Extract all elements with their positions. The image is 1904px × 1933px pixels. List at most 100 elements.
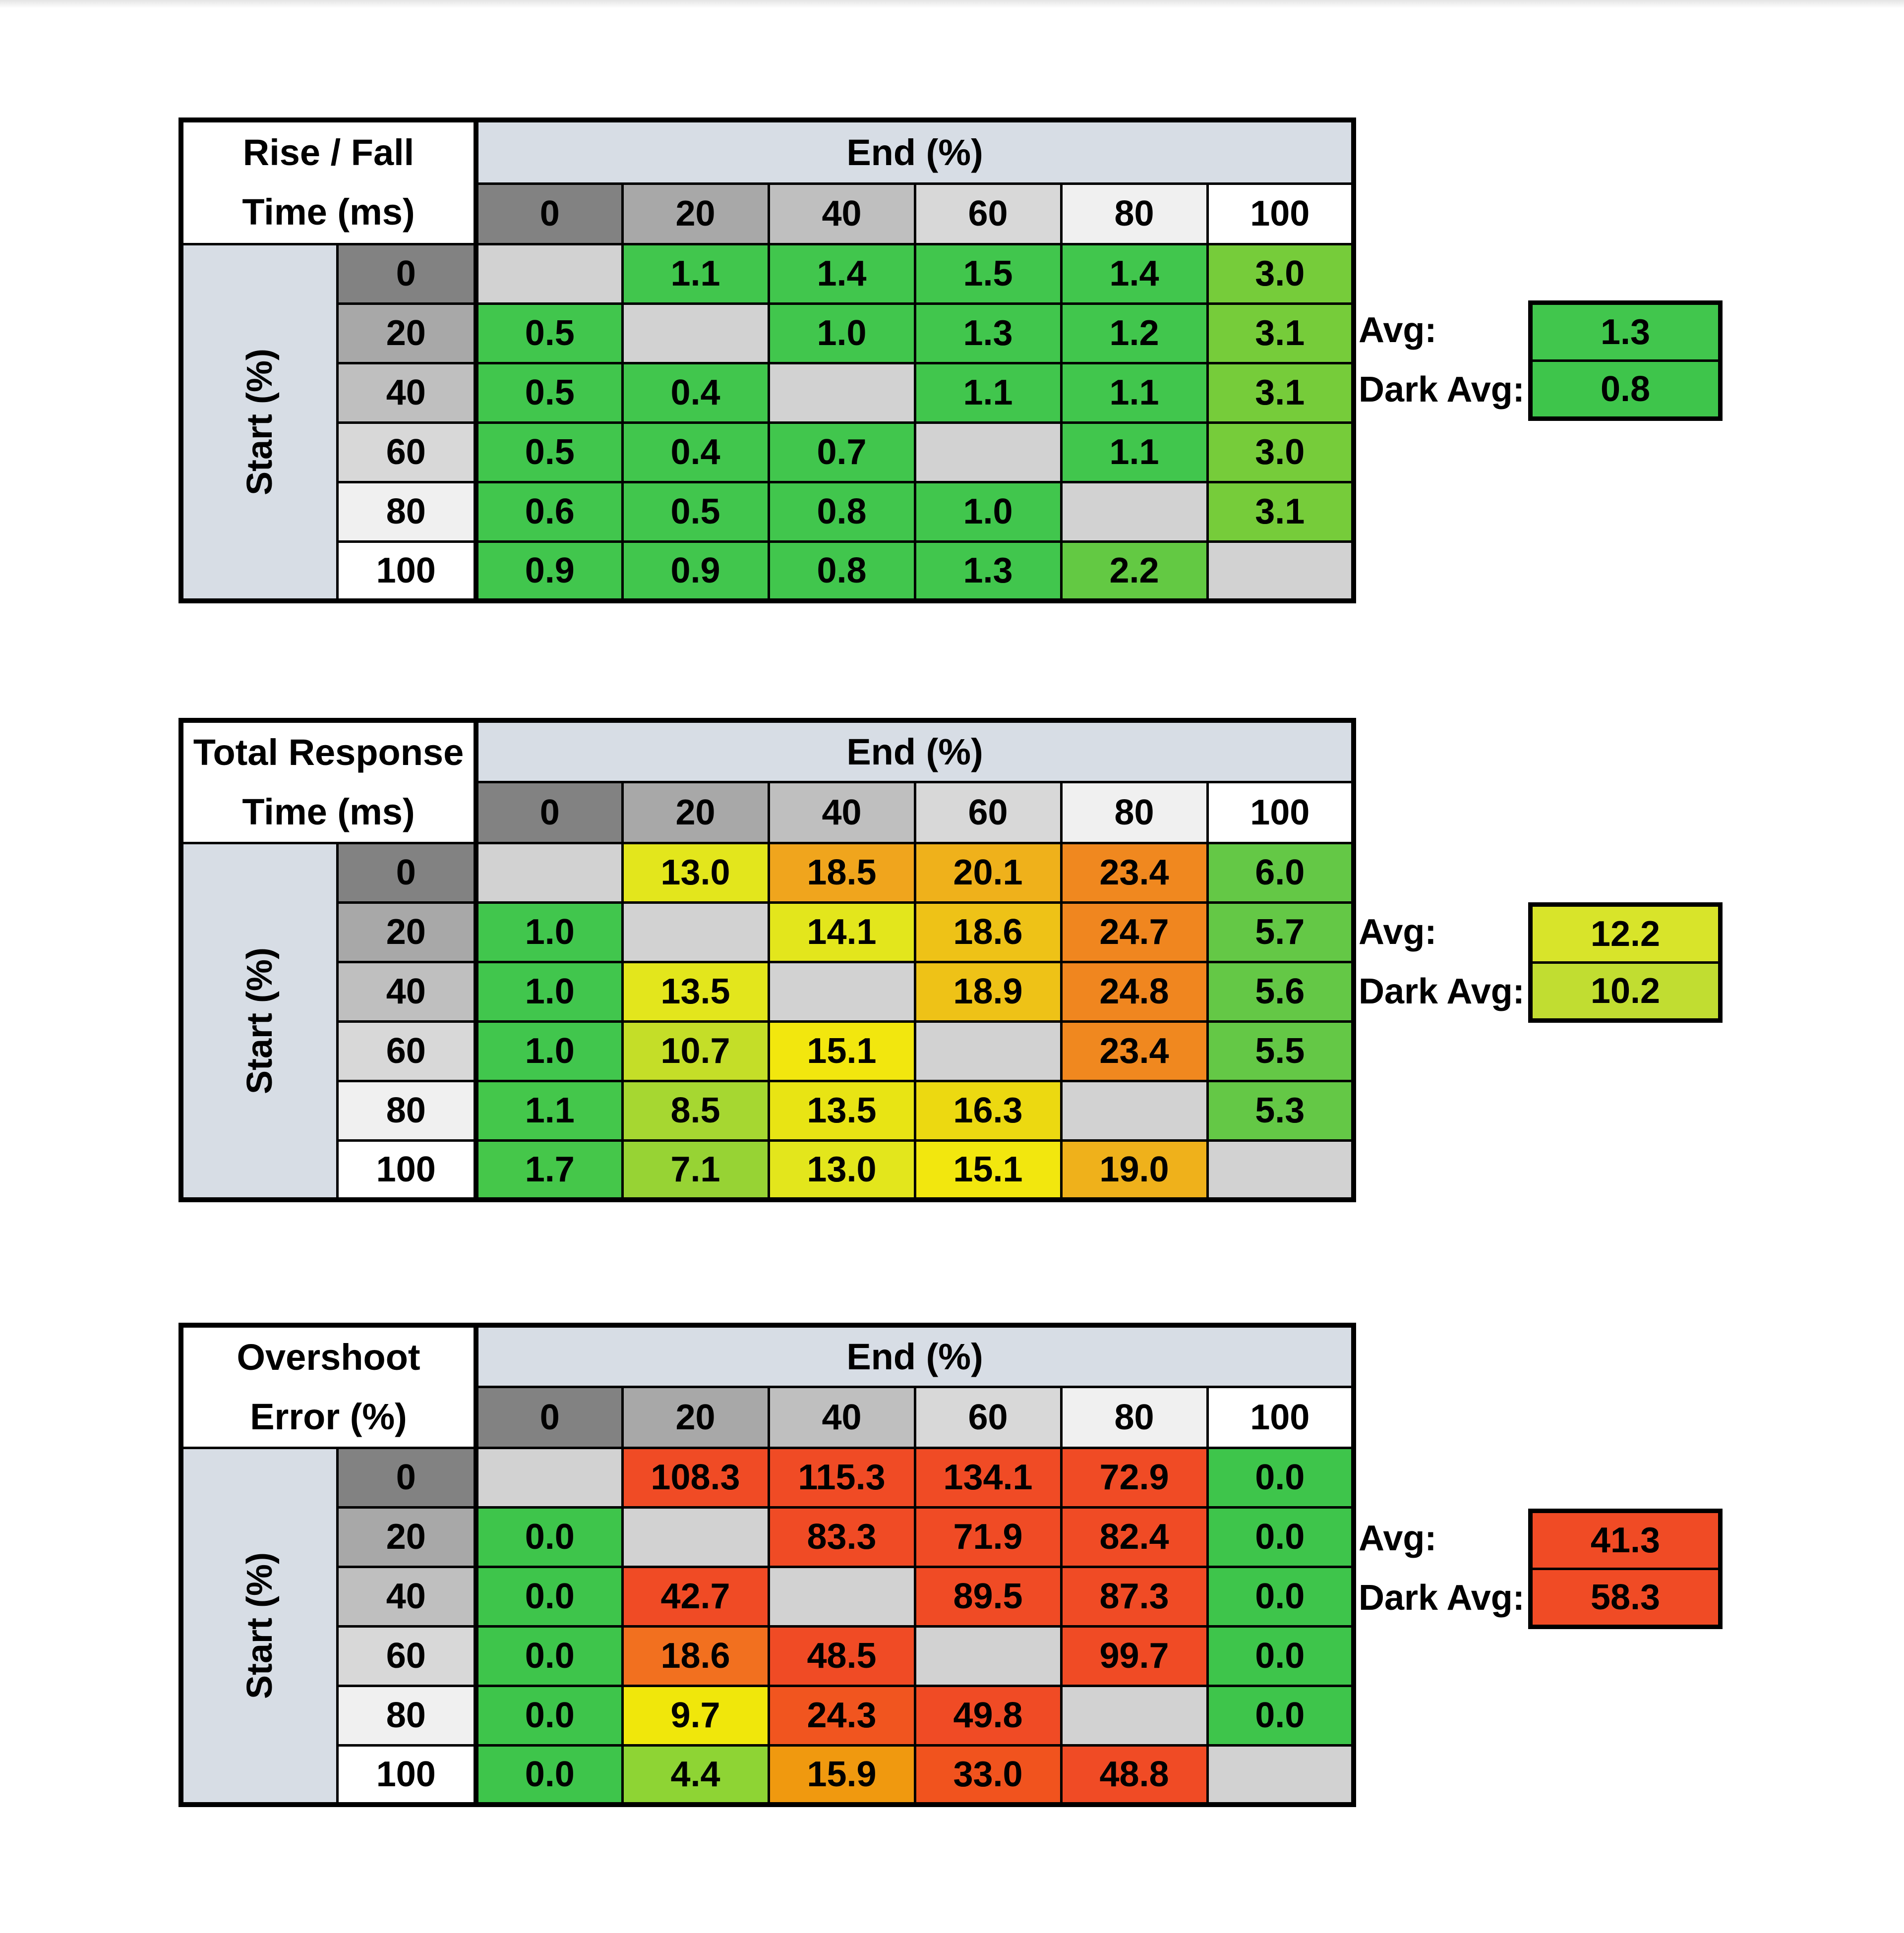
heatmap-overshoot-error: Overshoot Error (%) End (%) 0 20 40 60 80 100 Sta…: [178, 1323, 1357, 1808]
value-cell: 5.5: [1206, 1020, 1355, 1082]
value-cell: 0.8: [767, 480, 916, 543]
avg-row: Avg:: [1359, 1509, 1726, 1568]
row-header-80: 80: [336, 480, 478, 543]
value-cell: 83.3: [767, 1506, 916, 1568]
col-header-40: 40: [767, 182, 916, 245]
value-cell: 115.3: [767, 1446, 916, 1509]
value-cell: 48.5: [767, 1625, 916, 1687]
value-cell: 1.1: [475, 1079, 624, 1142]
value-cell: 5.6: [1206, 960, 1355, 1023]
avg-label: Avg:: [1359, 912, 1437, 952]
avg-label: Avg:: [1359, 1519, 1437, 1558]
value-cell: 13.0: [767, 1139, 916, 1201]
value-cell: 0.0: [1206, 1565, 1355, 1628]
value-cell: 1.7: [475, 1139, 624, 1201]
avg-row: Avg:: [1359, 300, 1726, 360]
row-header-20: 20: [336, 302, 478, 364]
avg-box: 1.3 0.8: [1528, 300, 1723, 421]
value-cell: 0.8: [767, 540, 916, 602]
value-cell: 3.0: [1206, 242, 1355, 305]
diagonal-empty-cell: [621, 302, 770, 364]
value-cell: 0.7: [767, 421, 916, 483]
value-cell: 1.4: [767, 242, 916, 305]
value-cell: 23.4: [1060, 841, 1209, 904]
value-cell: 1.0: [475, 1020, 624, 1082]
diagonal-empty-cell: [621, 1506, 770, 1568]
dark-avg-label: Dark Avg:: [1359, 972, 1525, 1011]
y-axis-label: Start (%): [239, 348, 280, 495]
value-cell: 1.0: [767, 302, 916, 364]
value-cell: 42.7: [621, 1565, 770, 1628]
value-cell: 24.7: [1060, 901, 1209, 963]
diagonal-empty-cell: [1060, 1684, 1209, 1747]
diagonal-empty-cell: [1206, 1139, 1355, 1201]
value-cell: 1.0: [475, 960, 624, 1023]
diagonal-empty-cell: [621, 901, 770, 963]
y-axis-label: Start (%): [239, 947, 280, 1095]
col-header-40: 40: [767, 1386, 916, 1449]
y-axis-label-cell: Start (%): [179, 1446, 339, 1806]
col-header-20: 20: [621, 182, 770, 245]
value-cell: 72.9: [1060, 1446, 1209, 1509]
col-header-20: 20: [621, 1386, 770, 1449]
value-cell: 3.1: [1206, 480, 1355, 543]
row-header-100: 100: [336, 540, 478, 602]
col-header-40: 40: [767, 781, 916, 844]
heatmap-rise-fall-time: Rise / Fall Time (ms) End (%) 0 20 40 60 80 100 S…: [178, 117, 1357, 603]
table-title-line2: Error (%): [250, 1396, 407, 1437]
dark-avg-row: Dark Avg:: [1359, 962, 1726, 1021]
heatmap-table: Overshoot Error (%) End (%) 0 20 40 60 80 100 Sta…: [178, 1323, 1357, 1808]
col-header-100: 100: [1206, 781, 1355, 844]
col-header-100: 100: [1206, 182, 1355, 245]
value-cell: 18.6: [621, 1625, 770, 1687]
col-header-60: 60: [913, 1386, 1063, 1449]
value-cell: 48.8: [1060, 1744, 1209, 1806]
value-cell: 18.5: [767, 841, 916, 904]
value-cell: 0.0: [1206, 1684, 1355, 1747]
row-header-40: 40: [336, 361, 478, 424]
col-header-80: 80: [1060, 182, 1209, 245]
value-cell: 33.0: [913, 1744, 1063, 1806]
value-cell: 13.0: [621, 841, 770, 904]
avg-label: Avg:: [1359, 310, 1437, 350]
diagonal-empty-cell: [913, 1020, 1063, 1082]
diagonal-empty-cell: [1060, 480, 1209, 543]
row-header-80: 80: [336, 1079, 478, 1142]
avg-box: 12.2 10.2: [1528, 902, 1723, 1023]
table-title-line2: Time (ms): [242, 791, 415, 832]
value-cell: 8.5: [621, 1079, 770, 1142]
row-header-80: 80: [336, 1684, 479, 1747]
value-cell: 0.4: [621, 421, 770, 483]
value-cell: 0.6: [475, 480, 624, 543]
value-cell: 24.3: [767, 1684, 916, 1747]
value-cell: 0.5: [621, 480, 770, 543]
value-cell: 0.0: [1206, 1625, 1355, 1687]
diagonal-empty-cell: [475, 1446, 624, 1509]
dark-avg-value: 58.3: [1533, 1568, 1718, 1625]
value-cell: 9.7: [621, 1684, 770, 1747]
value-cell: 18.9: [913, 960, 1063, 1023]
diagonal-empty-cell: [475, 242, 624, 305]
table-title-line1: Total Response: [193, 732, 464, 773]
value-cell: 0.0: [475, 1625, 624, 1687]
value-cell: 87.3: [1060, 1565, 1209, 1628]
dark-avg-label: Dark Avg:: [1359, 370, 1525, 410]
y-axis-label-cell: Start (%): [179, 242, 339, 602]
table-title: Overshoot Error (%): [179, 1324, 479, 1449]
diagonal-empty-cell: [1206, 540, 1355, 602]
dark-avg-value: 0.8: [1533, 359, 1718, 416]
value-cell: 0.0: [475, 1565, 624, 1628]
value-cell: 0.0: [1206, 1506, 1355, 1568]
diagonal-empty-cell: [913, 421, 1063, 483]
row-header-0: 0: [336, 242, 478, 305]
value-cell: 20.1: [913, 841, 1063, 904]
value-cell: 71.9: [913, 1506, 1063, 1568]
value-cell: 0.4: [621, 361, 770, 424]
row-header-60: 60: [336, 1625, 479, 1687]
value-cell: 3.1: [1206, 302, 1355, 364]
col-header-80: 80: [1060, 781, 1209, 844]
row-header-40: 40: [336, 1565, 479, 1628]
avg-value: 41.3: [1533, 1513, 1718, 1568]
value-cell: 0.0: [475, 1684, 624, 1747]
col-header-60: 60: [913, 182, 1063, 245]
